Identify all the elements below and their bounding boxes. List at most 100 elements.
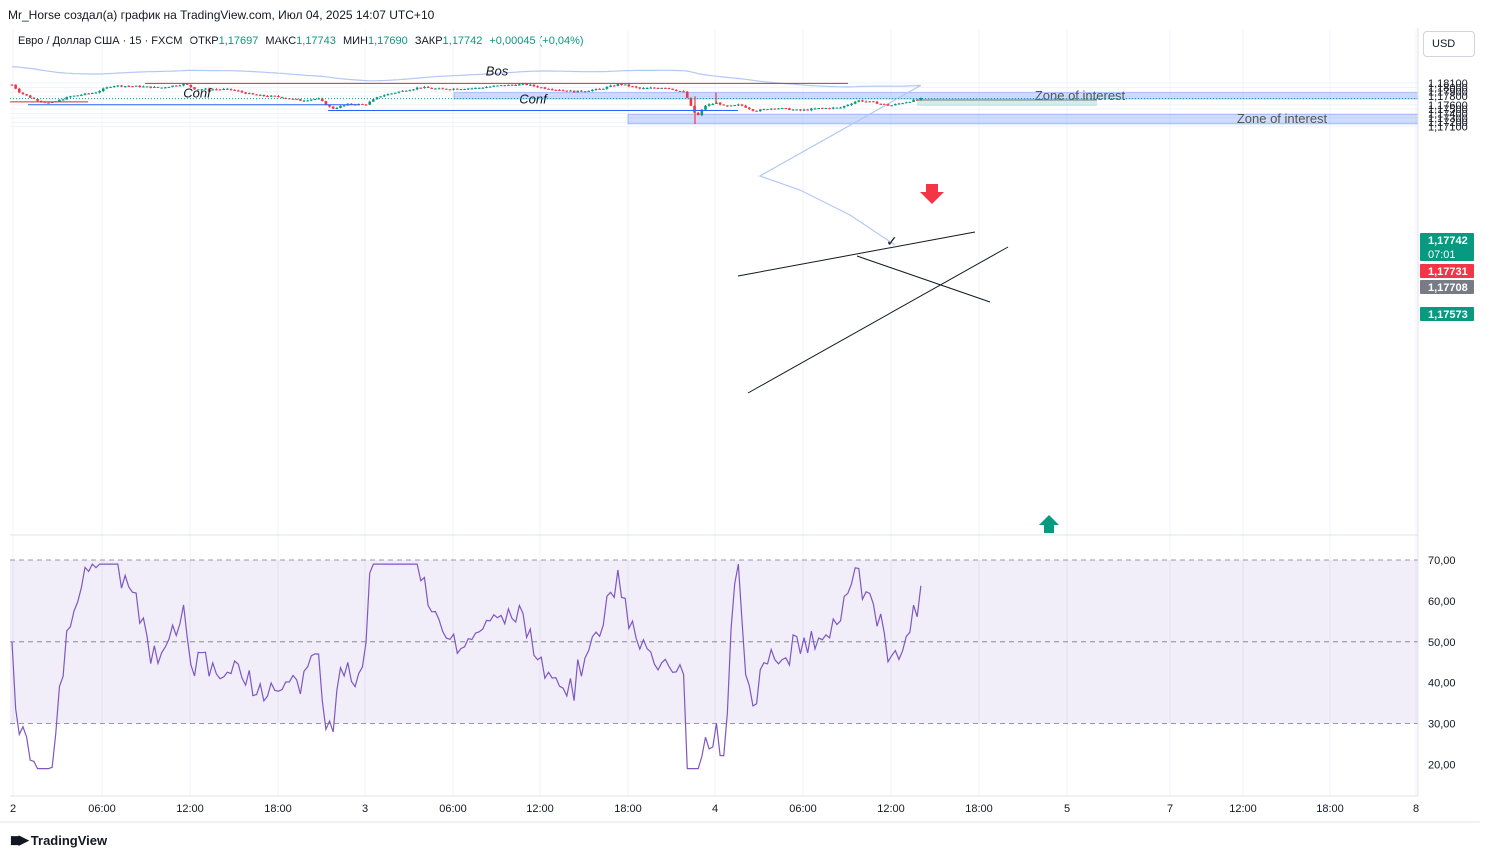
candle-body [145,86,149,88]
candle-body [485,87,488,89]
time-tick-label: 18:00 [965,803,993,815]
price-tick-label: 1,17900 [1428,87,1468,99]
candle-body [393,92,397,94]
candle-body [448,89,452,91]
price-tick-label: 1,17600 [1428,100,1468,112]
candle-body [313,98,317,100]
currency-button[interactable]: USD [1423,31,1475,57]
tradingview-logo[interactable]: ◼▶ TradingView [10,832,107,848]
time-tick-label: 7 [1167,803,1173,815]
price-badge-value: 1,17742 [1428,235,1468,247]
candle-body [397,91,401,93]
candle-body [550,89,554,91]
candle-body [459,89,463,91]
candle-body [247,93,251,95]
stop-loss-box [917,99,1097,101]
wedge-upper-line [737,231,976,277]
candle-body [390,93,393,95]
time-tick-label: 3 [362,803,368,815]
candle-body [769,108,773,110]
high-label: МАКС [265,35,297,47]
candle-body [434,88,437,90]
candle-body [379,96,382,98]
price-badge [1420,307,1474,321]
price-badge-value: 1,17573 [1428,309,1468,321]
candle-body [142,86,145,88]
price-tick-label: 1,17200 [1428,117,1468,129]
candle-body [331,106,335,109]
candle-body [543,87,547,89]
candle-body [499,85,503,87]
candle-body [532,84,536,87]
candle-body [894,104,897,106]
candle-body [339,106,342,108]
candle-body [879,103,882,105]
candle-body [904,102,908,104]
candle-body [430,87,434,89]
candle-body [726,105,729,107]
candle-body [653,87,656,89]
candle-body [138,85,142,88]
candle-body [273,95,277,97]
candle-body [883,103,886,105]
candle-body [310,99,313,101]
candle-body [131,86,134,88]
candle-body [518,84,521,86]
price-tick-label: 1,17300 [1428,113,1468,125]
candle-body [737,104,740,106]
candle-body [423,86,426,88]
candle-body [207,88,211,90]
candle-body [112,86,116,88]
candle-body [61,99,65,101]
wedge-lower-line [747,246,1009,394]
candle-body [47,102,50,104]
candle-body [58,99,61,102]
chart-credit: Mr_Horse создал(а) график на TradingView… [8,8,435,22]
candle-body [109,86,112,88]
candle-body [134,85,138,87]
candle-body [864,101,868,103]
time-tick-label: 06:00 [789,803,817,815]
time-tick-label: 18:00 [1316,803,1344,815]
price-tick-label: 1,18100 [1428,78,1468,90]
candle-body [196,89,200,91]
candle-body [83,93,87,95]
candle-body [404,90,408,92]
candle-body [317,98,320,100]
candle-body [868,101,872,103]
candle-body [886,104,890,106]
time-tick-label: 12:00 [176,803,204,815]
change-value: +0,00045 (+0,04%) [489,35,584,47]
time-tick-label: 5 [1064,803,1070,815]
candle-body [182,83,185,86]
candle-body [361,104,364,106]
candle-body [751,109,755,111]
candle-body [262,94,266,96]
candle-body [98,91,101,93]
candle-body [507,84,510,86]
candle-body [120,85,123,87]
candle-body [616,83,620,86]
candle-body [492,85,496,87]
candle-body [32,97,36,99]
candle-body [598,88,601,90]
candle-body [237,90,240,92]
candle-body [251,93,255,95]
drawings-layer: Bos Conf Conf ✓ [10,63,1418,533]
candle-body [631,86,634,88]
candle-body [638,87,642,89]
price-badge-value: 1,17731 [1428,266,1468,278]
candle-body [642,88,645,90]
candle-body [605,86,609,89]
symbol-name[interactable]: Евро / Доллар США · 15 · FXCM [18,35,183,47]
candle-body [758,109,762,112]
time-tick-label: 18:00 [264,803,292,815]
down-arrow-icon [920,184,944,204]
time-tick-label: 12:00 [526,803,554,815]
candle-body [441,88,444,90]
price-badge [1420,233,1474,261]
candle-body [671,88,674,90]
candle-body [539,87,543,89]
